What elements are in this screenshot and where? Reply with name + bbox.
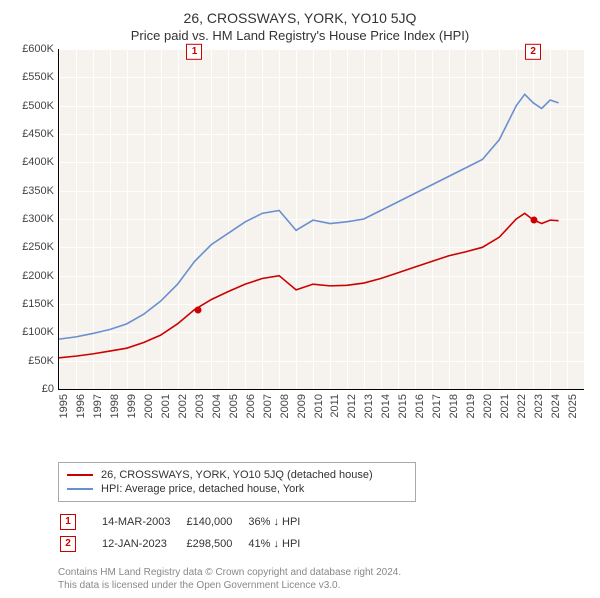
x-tick-label: 2008 [279,394,291,418]
y-tick-label: £150K [12,298,54,310]
sale-price: £298,500 [186,534,246,554]
y-tick-label: £600K [12,43,54,55]
sale-marker-badge: 2 [525,44,541,60]
y-tick-label: £450K [12,128,54,140]
x-tick-label: 1996 [75,394,87,418]
x-tick-label: 2006 [245,394,257,418]
sale-marker-badge: 1 [186,44,202,60]
plot-area: 12 [58,49,584,390]
sale-badge: 1 [60,514,76,530]
legend-swatch [67,488,93,490]
x-tick-label: 1998 [109,394,121,418]
x-tick-label: 1997 [92,394,104,418]
sale-marker-dot [194,306,201,313]
y-tick-label: £100K [12,326,54,338]
y-axis: £0£50K£100K£150K£200K£250K£300K£350K£400… [12,49,58,389]
x-tick-label: 2000 [143,394,155,418]
address-title: 26, CROSSWAYS, YORK, YO10 5JQ [12,10,588,26]
x-tick-label: 2009 [296,394,308,418]
chart-area: £0 £50K £100K £150K £200K £250K £300K £350K £400… [12,49,588,424]
x-tick-label: 2018 [448,394,460,418]
y-tick-label: £50K [12,355,54,367]
x-tick-label: 2004 [211,394,223,418]
x-tick-label: 2019 [465,394,477,418]
sale-row: 2 12-JAN-2023£298,50041% ↓ HPI [60,534,314,554]
x-tick-label: 2025 [567,394,579,418]
series-hpi [59,94,559,339]
x-tick-label: 2014 [380,394,392,418]
x-tick-label: 2007 [262,394,274,418]
x-tick-label: 1995 [58,394,70,418]
footnote-line2: This data is licensed under the Open Gov… [58,579,588,592]
sale-date: 12-JAN-2023 [102,534,184,554]
legend-item: HPI: Average price, detached house, York [67,483,407,495]
x-tick-label: 2002 [177,394,189,418]
series-svg [59,49,584,389]
x-tick-label: 2010 [313,394,325,418]
sale-date: 14-MAR-2003 [102,512,184,532]
y-tick-label: £0 [12,383,54,395]
x-tick-label: 2015 [397,394,409,418]
legend-label: 26, CROSSWAYS, YORK, YO10 5JQ (detached … [101,469,373,481]
y-tick-label: £250K [12,241,54,253]
x-tick-label: 2022 [516,394,528,418]
x-tick-label: 2017 [431,394,443,418]
x-tick-label: 2023 [533,394,545,418]
x-tick-label: 1999 [126,394,138,418]
x-tick-label: 2005 [228,394,240,418]
y-tick-label: £200K [12,270,54,282]
legend-item: 26, CROSSWAYS, YORK, YO10 5JQ (detached … [67,469,407,481]
y-tick-label: £300K [12,213,54,225]
series-price_paid [59,213,559,358]
sale-price: £140,000 [186,512,246,532]
y-tick-label: £400K [12,156,54,168]
x-tick-label: 2021 [499,394,511,418]
sale-delta: 41% ↓ HPI [248,534,314,554]
chart-subtitle: Price paid vs. HM Land Registry's House … [12,28,588,43]
y-tick-label: £500K [12,100,54,112]
sale-delta: 36% ↓ HPI [248,512,314,532]
x-tick-label: 2001 [160,394,172,418]
footnote: Contains HM Land Registry data © Crown c… [58,566,588,592]
footnote-line1: Contains HM Land Registry data © Crown c… [58,566,588,579]
x-tick-label: 2020 [482,394,494,418]
chart-header: 26, CROSSWAYS, YORK, YO10 5JQ Price paid… [12,10,588,43]
sales-table: 1 14-MAR-2003£140,00036% ↓ HPI 2 12-JAN-202… [58,510,316,556]
x-axis: 1995 1996 1997 1998 1999 2000 2001 2002 2003 2004… [58,390,584,424]
x-tick-label: 2012 [346,394,358,418]
y-tick-label: £350K [12,185,54,197]
legend-swatch [67,474,93,476]
x-tick-label: 2013 [363,394,375,418]
x-tick-label: 2011 [329,394,341,418]
legend: 26, CROSSWAYS, YORK, YO10 5JQ (detached … [58,462,416,502]
x-tick-label: 2016 [414,394,426,418]
sale-marker-dot [530,216,537,223]
x-tick-label: 2024 [550,394,562,418]
y-tick-label: £550K [12,71,54,83]
sale-row: 1 14-MAR-2003£140,00036% ↓ HPI [60,512,314,532]
x-tick-label: 2003 [194,394,206,418]
sale-badge: 2 [60,536,76,552]
legend-label: HPI: Average price, detached house, York [101,483,304,495]
